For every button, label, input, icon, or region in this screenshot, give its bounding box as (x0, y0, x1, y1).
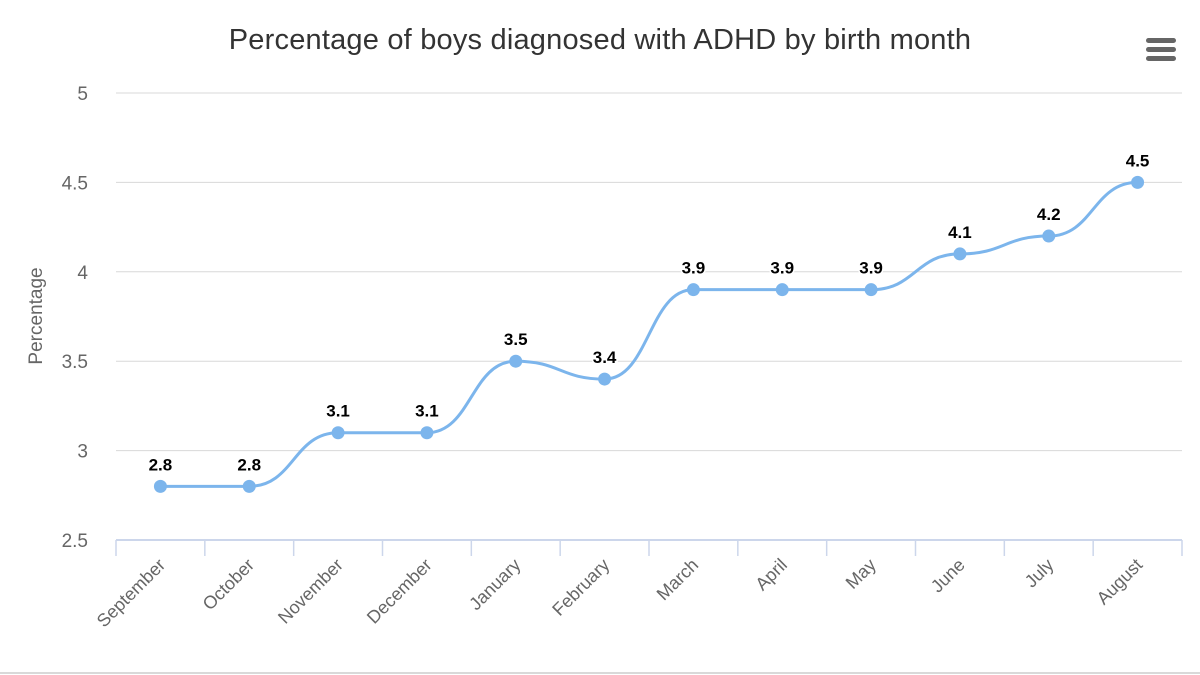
data-label: 2.8 (237, 455, 261, 474)
data-label: 3.1 (326, 402, 350, 421)
x-tick-label: May (842, 555, 880, 593)
x-axis-tick-labels: September October November December January F… (93, 555, 1147, 631)
y-tick-label: 3 (77, 442, 88, 463)
data-point[interactable] (775, 283, 789, 297)
y-axis-title: Percentage (26, 267, 47, 364)
data-point[interactable] (509, 354, 523, 368)
x-tick-label: July (1021, 555, 1058, 592)
series-group (153, 175, 1145, 493)
y-tick-label: 2.5 (62, 531, 88, 552)
data-labels: 2.8 2.8 3.1 3.1 3.5 3.4 3.9 3.9 3.9 4.1 4.2 4.5 (147, 150, 1151, 476)
x-tick-label: June (927, 555, 969, 597)
data-point[interactable] (1131, 175, 1145, 189)
y-axis-tick-labels: 2.5 3 3.5 4 4.5 5 (62, 84, 89, 552)
x-tick-label: November (274, 555, 347, 628)
y-tick-label: 4.5 (62, 173, 88, 194)
data-point[interactable] (598, 372, 612, 386)
x-tick-label: February (548, 555, 613, 620)
chart-title: Percentage of boys diagnosed with ADHD b… (228, 24, 972, 56)
chart-menu-button[interactable] (1144, 36, 1178, 64)
data-label: 3.5 (504, 330, 528, 349)
y-tick-label: 3.5 (62, 352, 88, 373)
data-point[interactable] (153, 479, 167, 493)
data-point[interactable] (864, 283, 878, 297)
data-label: 3.1 (415, 402, 439, 421)
x-tick-label: August (1093, 555, 1147, 609)
x-tick-label: April (751, 555, 791, 595)
data-label: 3.4 (593, 348, 617, 367)
data-label: 3.9 (770, 259, 794, 278)
bottom-divider (0, 672, 1200, 674)
grid-lines (116, 92, 1182, 452)
data-point[interactable] (953, 247, 967, 261)
y-tick-label: 4 (77, 263, 88, 284)
data-label: 4.1 (948, 223, 972, 242)
x-tick-label: October (199, 555, 258, 614)
data-point[interactable] (1042, 229, 1056, 243)
series-line (160, 180, 1138, 488)
x-tick-label: March (653, 555, 703, 605)
data-label: 4.5 (1126, 151, 1150, 170)
x-tick-label: September (93, 555, 169, 631)
x-tick-label: December (363, 555, 436, 628)
y-tick-label: 5 (77, 84, 88, 105)
data-point[interactable] (331, 426, 345, 440)
data-label: 4.2 (1037, 205, 1061, 224)
x-axis (115, 539, 1183, 556)
data-point[interactable] (420, 426, 434, 440)
data-point[interactable] (686, 283, 700, 297)
data-label: 2.8 (149, 455, 173, 474)
x-tick-label: January (465, 555, 524, 614)
data-label: 3.9 (859, 259, 883, 278)
data-point[interactable] (242, 479, 256, 493)
data-label: 3.9 (682, 259, 706, 278)
